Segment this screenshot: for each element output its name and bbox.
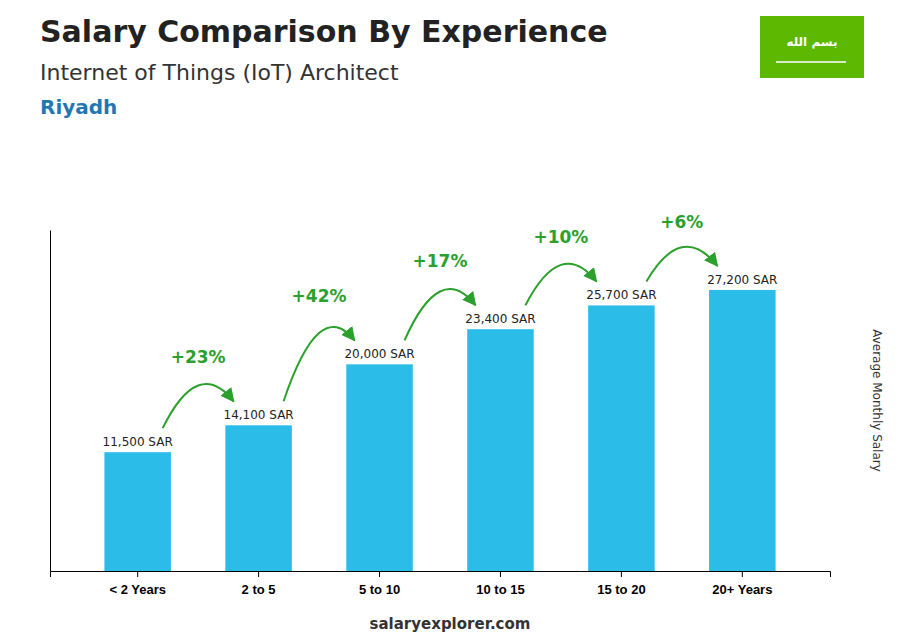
footer: salaryexplorer.com [370,615,531,633]
data-label: 25,700 SAR [586,288,656,302]
bar [346,364,413,571]
bar [225,425,292,571]
data-label: 11,500 SAR [103,435,173,449]
data-label: 27,200 SAR [707,273,777,287]
x-tick-label: 5 to 10 [359,582,400,597]
data-label: 14,100 SAR [224,408,294,422]
flag: بسم الله [760,16,864,78]
x-tick-label: 2 to 5 [242,582,276,597]
annotation: +6% [660,212,703,232]
x-tick: 15 to 20 [597,571,645,597]
arrow [525,264,596,306]
x-axis: < 2 Years 2 to 5 5 to 10 10 to 15 15 to 20 20… [51,571,831,597]
y-axis-label: Average Monthly Salary [870,329,884,472]
arrow [405,289,476,340]
x-tick: 5 to 10 [359,571,400,597]
plot-area: < 2 Years 2 to 5 5 to 10 10 to 15 15 to 20 20… [51,212,831,597]
arrows [163,247,718,428]
annotation: +42% [292,286,347,306]
x-tick: < 2 Years [109,571,166,597]
bar [104,452,171,571]
title: Salary Comparison By Experience [40,14,608,49]
y-axis-line [50,231,51,572]
flag-sword [776,61,846,63]
y-axis [50,231,51,572]
annotation: +10% [533,227,588,247]
x-tick: 2 to 5 [242,571,276,597]
bars [104,290,775,571]
x-tick-label: < 2 Years [109,582,166,597]
data-labels: 11,500 SAR 14,100 SAR 20,000 SAR 23,400 SAR… [103,273,778,449]
x-tick-label: 10 to 15 [476,582,524,597]
annotation: +23% [171,347,226,367]
x-tick-mark [500,571,501,577]
x-tick-mark [621,571,622,577]
x-tick-label: 15 to 20 [597,582,645,597]
x-tick-mark [742,571,743,577]
x-tick-mark [258,571,259,577]
data-label: 20,000 SAR [344,347,414,361]
x-tick-mark [379,571,380,577]
x-axis-line [51,572,831,578]
arrow [163,384,234,428]
x-tick-mark [137,571,138,577]
annotations: +23% +42% +17% +10% +6% [171,212,704,367]
data-label: 23,400 SAR [465,312,535,326]
bar [588,305,655,571]
bar [467,329,534,571]
annotation: +17% [413,251,468,271]
city: Riyadh [40,95,117,119]
x-tick: 10 to 15 [476,571,524,597]
x-tick: 20+ Years [712,571,772,597]
flag-text: بسم الله [786,35,837,49]
bar [709,290,776,571]
subtitle: Internet of Things (IoT) Architect [40,60,399,85]
chart-svg: Salary Comparison By Experience Internet … [0,0,900,641]
arrow [284,327,355,401]
arrow [646,247,717,282]
x-tick-label: 20+ Years [712,582,772,597]
flag-background [760,16,864,78]
